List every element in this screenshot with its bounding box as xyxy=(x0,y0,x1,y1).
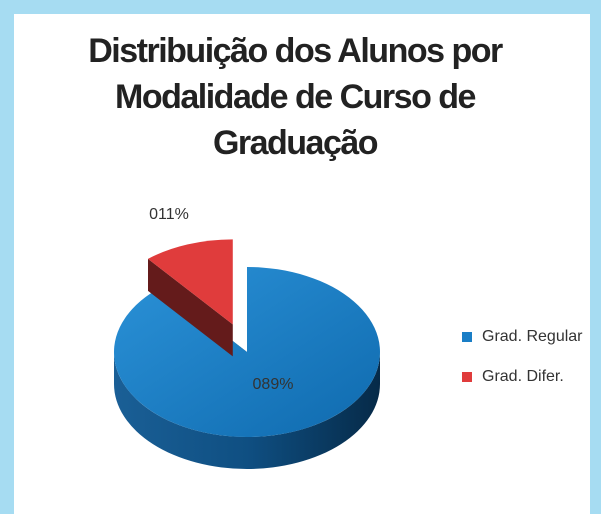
slice xyxy=(147,239,233,325)
chart-title: Distribuição dos Alunos por Modalidade d… xyxy=(88,32,503,162)
slice-side xyxy=(147,258,233,357)
data-label: 089% xyxy=(253,376,294,393)
data-label: 011% xyxy=(149,206,189,223)
slice-side xyxy=(114,352,380,469)
legend-swatch xyxy=(462,372,472,382)
legend-label: Grad. Difer. xyxy=(482,368,564,385)
legend-swatch xyxy=(462,332,472,342)
legend-label: Grad. Regular xyxy=(482,328,583,345)
